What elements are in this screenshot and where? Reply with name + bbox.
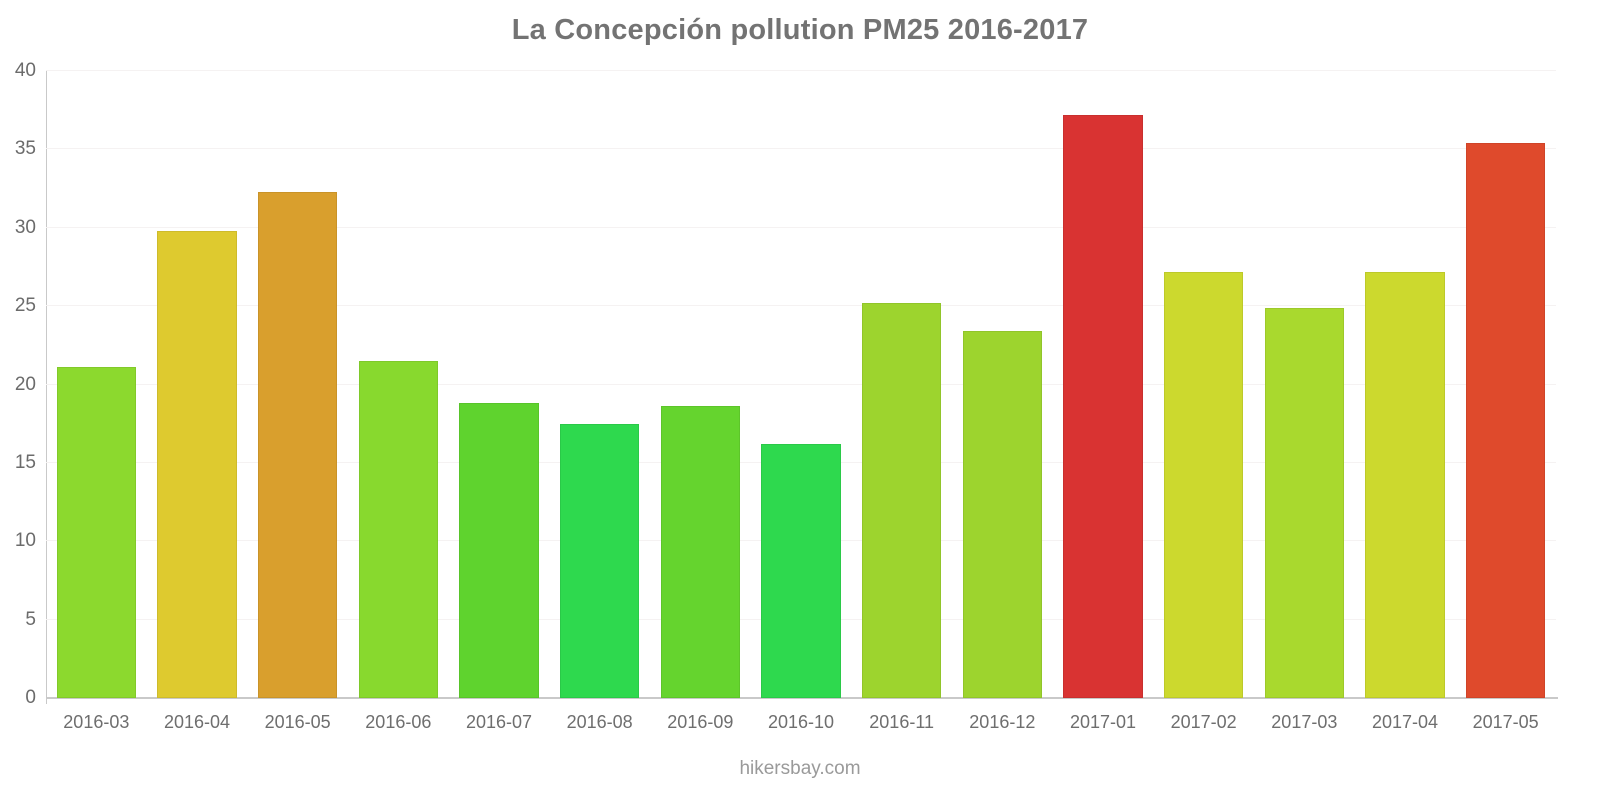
gridline (46, 148, 1556, 150)
bar[interactable] (559, 423, 640, 698)
x-tick-label: 2016-03 (63, 712, 130, 732)
y-tick-label: 40 (14, 60, 36, 81)
x-tick-label: 2017-03 (1271, 712, 1338, 732)
bar-fill (358, 361, 439, 698)
watermark-label: hikersbay.com (739, 758, 861, 779)
bar-fill (157, 230, 237, 698)
bar-fill (559, 423, 640, 698)
bar-fill (1465, 143, 1546, 698)
y-axis-line (46, 70, 47, 704)
bar-fill (1264, 307, 1345, 698)
bar[interactable] (861, 303, 942, 698)
y-tick-label: 20 (14, 373, 36, 395)
y-tick-label: 30 (14, 216, 36, 238)
x-tick-label: 2016-04 (163, 712, 231, 732)
bar[interactable] (257, 191, 338, 698)
bar[interactable] (1465, 143, 1546, 698)
bar[interactable] (761, 444, 841, 698)
gridline (46, 305, 1556, 307)
bar[interactable] (1063, 114, 1143, 698)
bar-fill (962, 331, 1043, 698)
x-tick-label: 2016-05 (264, 712, 331, 732)
x-tick-label: 2016-07 (465, 712, 533, 732)
bar[interactable] (962, 331, 1043, 698)
bar[interactable] (459, 403, 539, 698)
x-tick-label: 2016-11 (869, 712, 935, 732)
y-tick-label: 0 (25, 687, 36, 708)
bar-fill (257, 191, 338, 698)
bar-fill (660, 406, 741, 698)
bar[interactable] (1365, 271, 1445, 698)
y-tick-label: 15 (14, 451, 36, 473)
bar-fill (1063, 114, 1143, 698)
chart-title: La Concepción pollution PM25 2016-2017 (511, 14, 1089, 46)
gridline (46, 383, 1556, 385)
x-tick-label: 2016-09 (667, 712, 734, 732)
bar-fill (761, 444, 841, 698)
bar[interactable] (660, 406, 741, 698)
bar-fill (56, 367, 137, 698)
y-tick-label: 5 (25, 608, 36, 630)
gridline (46, 226, 1556, 228)
bar[interactable] (1264, 307, 1345, 698)
bar-fill (459, 403, 539, 698)
bar[interactable] (56, 367, 137, 698)
bar-fill (1163, 271, 1244, 698)
bar-fill (861, 303, 942, 698)
y-tick-label: 35 (14, 138, 36, 160)
gridline (46, 70, 1556, 71)
bar-fill (1365, 271, 1445, 698)
bar[interactable] (157, 230, 237, 698)
plot-area (46, 70, 1556, 698)
y-tick-label: 10 (14, 530, 36, 552)
x-tick-label: 2016-12 (969, 712, 1036, 732)
x-tick-label: 2016-10 (767, 712, 835, 732)
bar[interactable] (358, 361, 439, 698)
x-tick-label: 2017-04 (1371, 712, 1439, 732)
x-axis-line (46, 697, 1558, 699)
y-tick-label: 25 (14, 295, 36, 317)
bar[interactable] (1163, 271, 1244, 698)
x-tick-label: 2016-08 (566, 712, 633, 732)
x-tick-label: 2017-05 (1472, 712, 1539, 732)
x-tick-label: 2016-06 (365, 712, 432, 732)
x-tick-label: 2017-01 (1069, 712, 1137, 732)
x-tick-label: 2017-02 (1170, 712, 1237, 732)
